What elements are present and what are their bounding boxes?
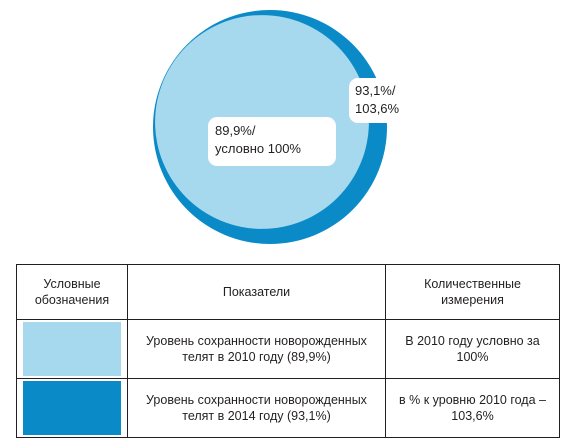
slice-label-2014-line2: 103,6% bbox=[355, 101, 400, 116]
legend-swatch-2010 bbox=[16, 319, 128, 379]
legend-header-row: Условные обозначения Показатели Количест… bbox=[16, 264, 560, 320]
legend-indicator-2014: Уровень сохранности новорожденных телят … bbox=[127, 378, 386, 438]
header-measures: Количественные измерения bbox=[385, 264, 560, 320]
legend-table: Условные обозначения Показатели Количест… bbox=[16, 264, 560, 438]
slice-label-2010: 89,9%/ условно 100% bbox=[208, 117, 336, 166]
slice-label-2014-line1: 93,1%/ bbox=[355, 83, 396, 98]
header-indicators: Показатели bbox=[127, 264, 386, 320]
legend-indicator-2010: Уровень сохранности новорожденных телят … bbox=[127, 319, 386, 379]
legend-measure-2014: в % к уровню 2010 года – 103,6% bbox=[385, 378, 560, 438]
header-symbols: Условные обозначения bbox=[16, 264, 128, 320]
legend-row: Уровень сохранности новорожденных телят … bbox=[16, 319, 560, 379]
slice-label-2010-line1: 89,9%/ bbox=[215, 123, 256, 138]
slice-label-2014: 93,1%/ 103,6% bbox=[349, 78, 415, 123]
legend-swatch-2014 bbox=[16, 378, 128, 438]
legend-measure-2010: В 2010 году условно за 100% bbox=[385, 319, 560, 379]
slice-label-2010-line2: условно 100% bbox=[215, 141, 301, 156]
legend-row: Уровень сохранности новорожденных телят … bbox=[16, 378, 560, 438]
